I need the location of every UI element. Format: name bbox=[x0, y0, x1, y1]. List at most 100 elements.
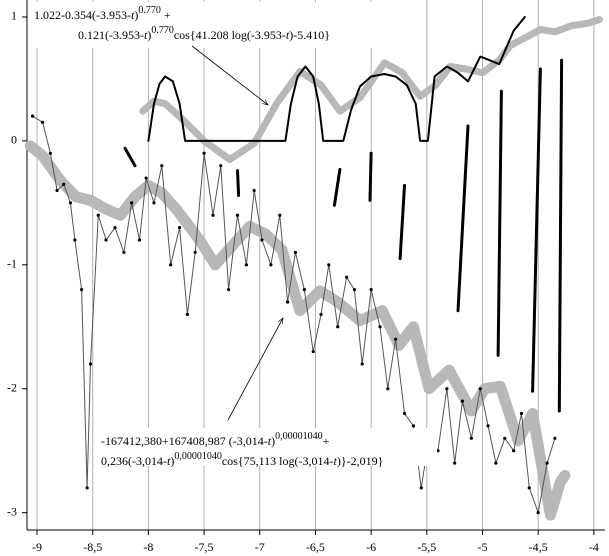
data-point bbox=[55, 188, 59, 193]
data-point bbox=[122, 250, 126, 255]
annotation-box bbox=[95, 428, 437, 466]
x-tick-label: -5,5 bbox=[417, 540, 436, 554]
series-line bbox=[147, 16, 526, 142]
annotation-text: 1.022-0.354(-3.953-t)0.770 + bbox=[34, 5, 171, 22]
data-point bbox=[85, 486, 89, 490]
annotation-part: ) bbox=[134, 8, 138, 22]
x-tick-label: -6 bbox=[366, 540, 376, 554]
data-point bbox=[144, 176, 148, 180]
annotation-part: ) bbox=[170, 454, 174, 468]
data-point bbox=[378, 325, 382, 329]
data-point bbox=[88, 362, 93, 366]
data-point bbox=[411, 424, 416, 428]
annotation-arrow bbox=[227, 318, 283, 421]
data-point bbox=[137, 238, 142, 242]
annotation-part: t bbox=[268, 434, 272, 448]
annotation-part: t bbox=[167, 454, 171, 468]
data-point bbox=[352, 287, 357, 292]
series-line bbox=[368, 151, 373, 202]
annotation-text: -167412,380+167408,987 (-3,014-t)0,00001… bbox=[101, 431, 330, 448]
annotation-part: 1.022-0.354(-3.953- bbox=[34, 8, 131, 22]
annotation-part: t bbox=[333, 454, 337, 468]
series-line bbox=[123, 146, 137, 168]
series-line bbox=[496, 89, 503, 357]
data-point bbox=[244, 263, 248, 267]
data-point bbox=[40, 120, 45, 124]
annotation-box bbox=[28, 2, 394, 48]
data-point bbox=[79, 287, 84, 292]
x-tick-label: -8 bbox=[143, 540, 153, 554]
data-point bbox=[336, 325, 340, 329]
annotation-part: -167412,380+167408,987 (-3,014- bbox=[101, 434, 268, 448]
x-tick-label: -4,5 bbox=[529, 540, 548, 554]
annotation-part: t bbox=[144, 28, 148, 42]
data-point bbox=[73, 238, 77, 242]
data-point bbox=[269, 263, 273, 267]
data-point bbox=[260, 238, 264, 242]
annotation-part: )}-2,019} bbox=[337, 454, 384, 468]
data-point bbox=[30, 114, 35, 118]
annotation-part: 0.121(-3.953- bbox=[78, 28, 144, 42]
data-point bbox=[503, 436, 507, 440]
data-point bbox=[219, 164, 223, 168]
series-line bbox=[139, 16, 603, 163]
data-point bbox=[113, 226, 117, 230]
data-point bbox=[96, 213, 100, 217]
y-tick-label: -2 bbox=[7, 380, 17, 394]
annotation-part: 0.770 bbox=[138, 5, 161, 16]
y-tick-label: 1 bbox=[11, 9, 17, 23]
annotation-part: ) bbox=[271, 434, 275, 448]
annotation-part: cos{75,113 log(-3,014- bbox=[222, 454, 334, 468]
data-point bbox=[278, 213, 282, 217]
data-point bbox=[302, 287, 306, 292]
series-line bbox=[398, 184, 406, 261]
x-tick-label: -7 bbox=[255, 540, 265, 554]
annotation-text: 0.121(-3.953-t)0.770cos{41.208 log(-3.95… bbox=[78, 25, 330, 42]
annotation-part: + bbox=[161, 8, 171, 22]
annotation-part: t bbox=[131, 8, 135, 22]
data-point bbox=[152, 201, 156, 205]
data-point bbox=[527, 486, 531, 490]
annotation-part: 0,00001040 bbox=[174, 451, 222, 462]
data-point bbox=[345, 275, 349, 279]
series-line bbox=[531, 67, 542, 393]
annotation-part: cos{41.208 log(-3.953- bbox=[174, 28, 286, 42]
data-point bbox=[469, 436, 473, 440]
data-point bbox=[519, 411, 524, 416]
x-tick-label: -6,5 bbox=[306, 540, 325, 554]
series-line bbox=[32, 115, 556, 514]
x-tick-label: -7,5 bbox=[195, 540, 214, 554]
data-point bbox=[545, 461, 549, 465]
series-line bbox=[236, 169, 241, 197]
data-point bbox=[327, 263, 331, 267]
data-point bbox=[293, 250, 297, 255]
x-tick-label: -9 bbox=[32, 540, 42, 554]
data-point bbox=[512, 449, 516, 453]
series-line bbox=[456, 124, 470, 313]
series-line bbox=[332, 167, 342, 207]
annotation-part: 0,236(-3,014- bbox=[101, 454, 167, 468]
data-point bbox=[311, 349, 315, 354]
data-point bbox=[226, 287, 231, 292]
data-point bbox=[62, 182, 66, 186]
data-point bbox=[360, 362, 364, 366]
annotation-part: ) bbox=[147, 28, 151, 42]
data-point bbox=[211, 213, 215, 217]
data-point bbox=[494, 461, 498, 465]
x-tick-label: -4 bbox=[589, 540, 599, 554]
y-tick-label: -3 bbox=[7, 504, 17, 518]
data-point bbox=[319, 312, 323, 316]
series-line bbox=[557, 58, 564, 413]
data-point bbox=[386, 387, 390, 391]
data-point bbox=[177, 226, 182, 230]
x-tick-label: -5 bbox=[477, 540, 487, 554]
data-point bbox=[436, 449, 440, 453]
annotation-part: )-5.410} bbox=[289, 28, 330, 42]
data-point bbox=[252, 188, 256, 193]
data-point bbox=[536, 511, 540, 515]
data-point bbox=[460, 399, 465, 403]
annotation-part: t bbox=[286, 28, 290, 42]
data-point bbox=[402, 411, 407, 416]
y-tick-label: -1 bbox=[7, 257, 17, 271]
